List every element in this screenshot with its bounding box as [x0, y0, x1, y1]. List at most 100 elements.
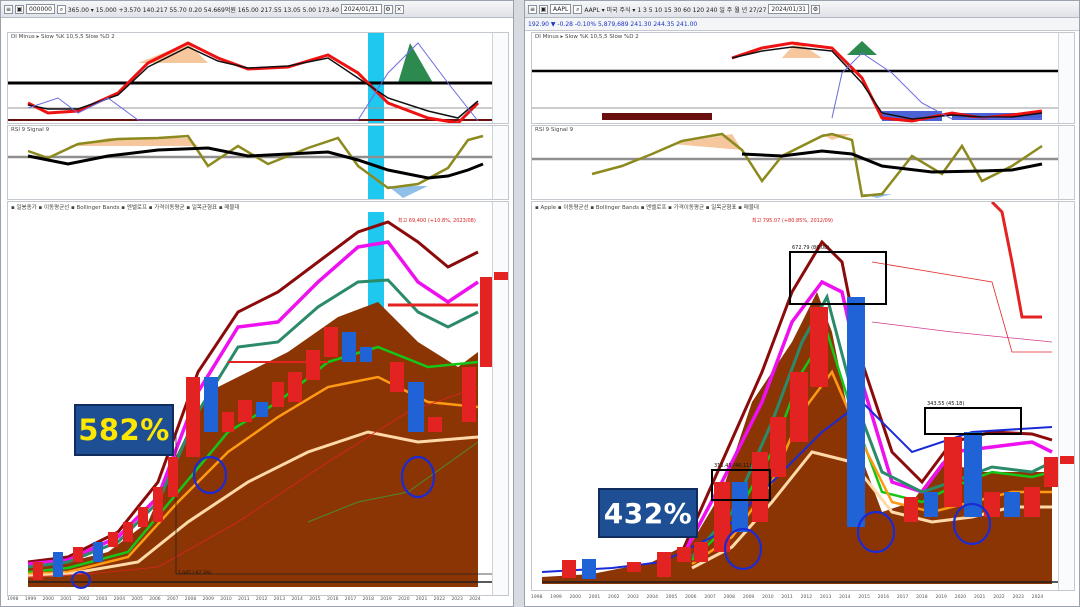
candle	[238, 400, 252, 422]
year-tick-label: 2015	[309, 597, 321, 602]
year-tick-label: 2011	[238, 597, 250, 602]
right-rsi-plot	[532, 132, 1058, 198]
year-tick-label: 2002	[78, 597, 90, 602]
year-tick-label: 1999	[24, 597, 37, 602]
search-icon[interactable]: ⌕	[573, 4, 583, 14]
candle	[342, 332, 356, 362]
left-brown-area	[28, 302, 478, 587]
left-toolbar-text: 365.00 ▾ 15.000 +3.570 140.217 55.70 0.2…	[67, 6, 339, 14]
right-symbol-field[interactable]: AAPL	[550, 4, 572, 14]
year-tick-label: 2021	[415, 597, 428, 602]
left-toolbar: ≡ ▣ 000000 ⌕ 365.00 ▾ 15.000 +3.570 140.…	[1, 1, 513, 18]
left-low-readout: 1,045 (-67.3%)	[178, 570, 212, 576]
year-tick-label: 2013	[273, 597, 286, 602]
left-rsi-panel[interactable]: RSI 9 Signal 9	[7, 125, 509, 200]
right-year-axis: 1998 1999 2000 2001 2002 2003 2004 2005 2006 2007…	[531, 594, 1051, 604]
year-tick-label: 2020	[954, 595, 967, 600]
lock-icon[interactable]: ▣	[15, 4, 24, 14]
right-stoch-d-line	[731, 46, 1043, 120]
year-tick-label: 2014	[839, 595, 851, 600]
left-symbol-field[interactable]: 000000	[26, 4, 55, 14]
year-tick-label: 2016	[877, 595, 890, 600]
candle	[53, 552, 63, 577]
year-tick-label: 2010	[220, 597, 232, 602]
candle	[33, 562, 43, 580]
menu-icon[interactable]: ≡	[4, 4, 13, 14]
left-year-axis: 1998 1999 2000 2001 2002 2003 2004 2005 2006 2007…	[7, 596, 487, 606]
candle	[153, 487, 163, 522]
right-circle-annotation	[856, 510, 896, 554]
candle	[93, 542, 103, 562]
right-stochastic-panel[interactable]: DI Minus ▸ Slow %K 10,5,5 Slow %D 2	[531, 32, 1075, 124]
candle	[222, 412, 234, 432]
candle	[138, 507, 148, 527]
candle	[204, 377, 218, 432]
right-stochastic-plot	[532, 41, 1058, 123]
left-price-panel[interactable]: ▪ 일봉종가 ▪ 이동평균선 ▪ Bollinger Bands ▪ 엔벨로프 …	[7, 201, 509, 596]
year-tick-label: 2022	[993, 595, 1005, 600]
right-di-line	[831, 52, 1043, 120]
year-tick-label: 1998	[531, 595, 543, 600]
year-tick-label: 1999	[550, 595, 562, 600]
candle	[306, 350, 320, 380]
settings-icon[interactable]: ⚙	[810, 4, 820, 14]
year-tick-label: 2002	[608, 595, 620, 600]
candle	[288, 372, 302, 402]
year-tick-label: 2019	[935, 595, 947, 600]
left-di-line	[27, 42, 479, 122]
settings-icon[interactable]: ⚙	[383, 4, 393, 14]
year-tick-label: 2000	[42, 597, 54, 602]
year-tick-label: 2007	[704, 595, 716, 600]
window-gap	[514, 0, 524, 607]
lock-icon[interactable]: ▣	[539, 4, 548, 14]
right-price-panel[interactable]: ▪ Apple ▪ 이동평균선 ▪ Bollinger Bands ▪ 엔벨로프…	[531, 201, 1075, 591]
left-price-plot: 최고 69,400 (+10.8%, 2023/08) 1,045 (-67.3…	[27, 212, 494, 589]
right-box-annotation	[924, 407, 1022, 435]
right-rsi-line	[591, 132, 1043, 198]
search-icon[interactable]: ⌕	[56, 4, 66, 14]
left-main-label: ▪ 일봉종가 ▪ 이동평균선 ▪ Bollinger Bands ▪ 엔벨로프 …	[11, 205, 240, 211]
year-tick-label: 2003	[627, 595, 639, 600]
right-circle-annotation	[723, 527, 763, 571]
right-main-label: ▪ Apple ▪ 이동평균선 ▪ Bollinger Bands ▪ 엔벨로프…	[535, 205, 759, 211]
candle	[462, 367, 476, 422]
right-drop-line	[990, 202, 1042, 319]
year-tick-label: 2006	[685, 595, 697, 600]
candle	[390, 362, 404, 392]
left-circle-annotation	[192, 455, 228, 495]
right-green-band	[690, 293, 1053, 558]
year-tick-label: 2017	[344, 597, 357, 602]
year-tick-label: 2008	[723, 595, 736, 600]
year-tick-label: 2005	[131, 597, 143, 602]
candle	[186, 377, 200, 457]
year-tick-label: 1998	[7, 597, 19, 602]
right-rsi-panel[interactable]: RSI 9 Signal 9	[531, 125, 1075, 200]
right-box-label: 343.55 (45.18)	[927, 401, 964, 407]
year-tick-label: 2012	[255, 597, 268, 602]
year-tick-label: 2008	[184, 597, 197, 602]
year-tick-label: 2014	[291, 597, 303, 602]
left-rsi-axis	[492, 126, 508, 199]
candle	[256, 402, 268, 417]
close-icon[interactable]: ×	[394, 4, 404, 14]
right-period-field[interactable]: 2024/01/31	[768, 4, 809, 14]
year-tick-label: 2005	[665, 595, 678, 600]
year-tick-label: 2019	[380, 597, 392, 602]
left-stochastic-panel[interactable]: DI Minus ▸ Slow %K 10,5,5 Slow %D 2	[7, 32, 509, 124]
candle	[324, 327, 338, 357]
right-gain-callout: 432%	[598, 488, 698, 538]
menu-icon[interactable]: ≡	[528, 4, 537, 14]
year-tick-label: 2001	[588, 595, 601, 600]
right-box-label: 672.79 (86.08)	[792, 245, 829, 251]
year-tick-label: 2018	[916, 595, 928, 600]
left-stoch-d-line	[27, 46, 479, 119]
left-period-field[interactable]: 2024/01/31	[340, 4, 382, 14]
year-tick-label: 2009	[742, 595, 755, 600]
left-price-readout: 최고 69,400 (+10.8%, 2023/08)	[398, 217, 476, 224]
right-stochastic-label: DI Minus ▸ Slow %K 10,5,5 Slow %D 2	[535, 34, 639, 40]
year-tick-label: 2021	[973, 595, 986, 600]
left-gain-value: 582%	[78, 413, 170, 447]
year-tick-label: 2023	[1012, 595, 1024, 600]
year-tick-label: 2009	[202, 597, 214, 602]
left-stoch-fill-green	[398, 43, 433, 83]
